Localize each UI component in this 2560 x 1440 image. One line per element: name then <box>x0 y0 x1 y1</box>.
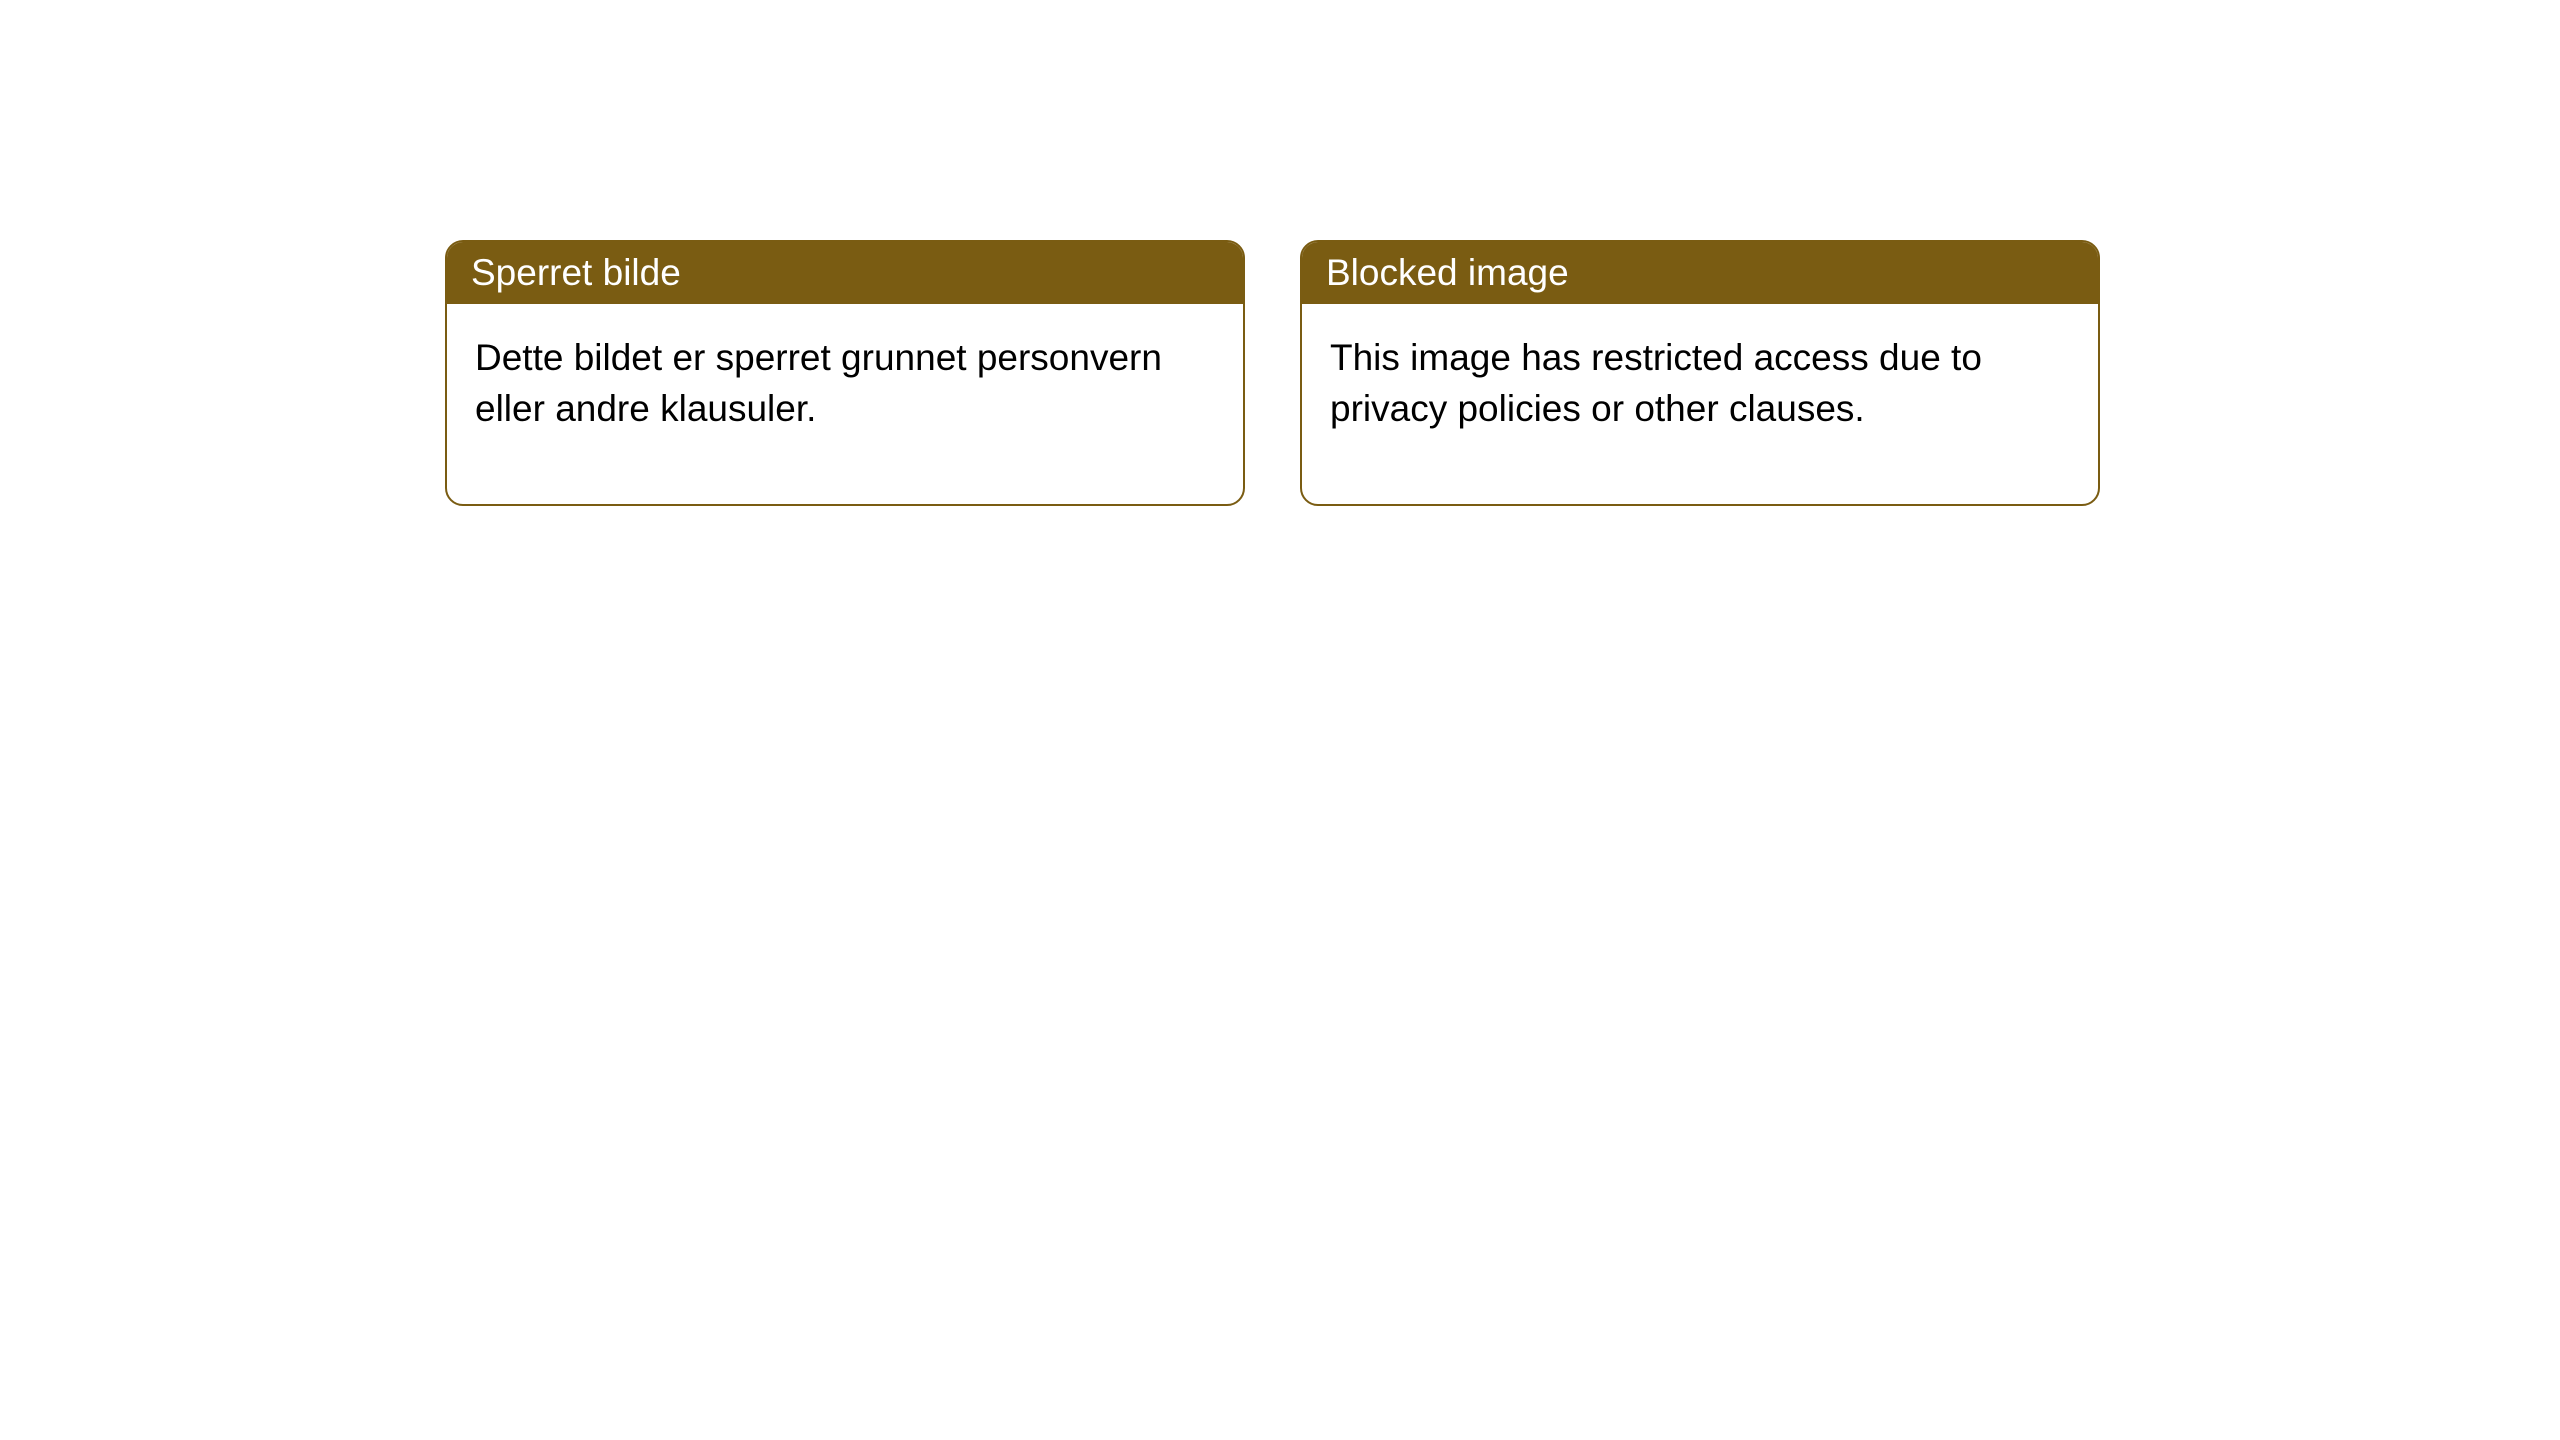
notice-body: Dette bildet er sperret grunnet personve… <box>447 304 1243 504</box>
notice-cards-container: Sperret bilde Dette bildet er sperret gr… <box>445 240 2100 506</box>
notice-card-norwegian: Sperret bilde Dette bildet er sperret gr… <box>445 240 1245 506</box>
notice-header: Blocked image <box>1302 242 2098 304</box>
notice-body: This image has restricted access due to … <box>1302 304 2098 504</box>
notice-card-english: Blocked image This image has restricted … <box>1300 240 2100 506</box>
notice-header: Sperret bilde <box>447 242 1243 304</box>
